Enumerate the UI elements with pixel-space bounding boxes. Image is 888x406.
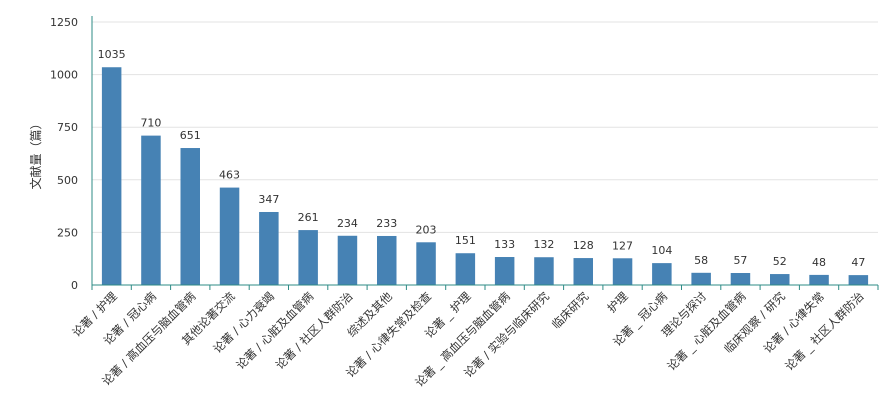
data-label: 233 — [376, 217, 397, 230]
x-tick-label: 护理 — [605, 289, 632, 316]
data-label: 48 — [812, 256, 826, 269]
bars — [101, 67, 869, 286]
bar — [573, 258, 593, 285]
data-label: 234 — [337, 217, 358, 230]
data-label: 57 — [733, 254, 747, 267]
bar — [652, 263, 672, 285]
y-tick-label: 250 — [57, 226, 78, 239]
bar — [180, 148, 200, 285]
data-label: 651 — [180, 129, 201, 142]
bar — [101, 67, 122, 286]
data-label: 104 — [651, 244, 672, 257]
y-tick-label: 750 — [57, 121, 78, 134]
bar — [809, 274, 829, 285]
data-label: 261 — [298, 211, 319, 224]
bar — [455, 253, 476, 285]
y-tick-label: 0 — [71, 279, 78, 292]
y-tick-label: 1000 — [50, 69, 78, 82]
bar — [416, 242, 436, 285]
data-label: 132 — [533, 238, 554, 251]
y-tick-label: 1250 — [50, 16, 78, 29]
x-tick-label: 临床研究 — [549, 289, 592, 332]
bar — [612, 258, 633, 285]
data-label: 347 — [258, 193, 279, 206]
data-label: 203 — [416, 223, 437, 236]
bar — [848, 275, 869, 285]
data-label: 133 — [494, 238, 515, 251]
y-axis-title: 文献量（篇） — [28, 117, 43, 189]
bar — [259, 211, 279, 285]
bar — [377, 235, 397, 285]
bar — [770, 274, 790, 285]
data-label: 58 — [694, 254, 708, 267]
data-label: 52 — [773, 255, 787, 268]
data-label: 1035 — [98, 48, 126, 61]
bar — [534, 257, 554, 285]
data-label: 127 — [612, 239, 633, 252]
bar — [494, 257, 515, 285]
bar — [141, 135, 161, 285]
data-labels: 1035 710 651 463 347 261 234 233 203 151 133 132 128… — [98, 48, 866, 269]
bar — [219, 187, 240, 285]
y-tick-labels: 0 250 500 750 1000 1250 — [50, 16, 78, 292]
axes — [91, 16, 879, 290]
bar — [298, 230, 318, 285]
data-label: 128 — [573, 239, 594, 252]
x-tick-label: 论著 / 社区人群防治 — [273, 289, 356, 372]
data-label: 463 — [219, 169, 240, 182]
bar — [691, 272, 711, 285]
data-label: 151 — [455, 234, 476, 247]
bar — [730, 273, 751, 285]
y-tick-label: 500 — [57, 174, 78, 187]
bar — [337, 235, 358, 285]
data-label: 710 — [140, 117, 161, 130]
data-label: 47 — [851, 256, 865, 269]
grid — [92, 21, 878, 233]
